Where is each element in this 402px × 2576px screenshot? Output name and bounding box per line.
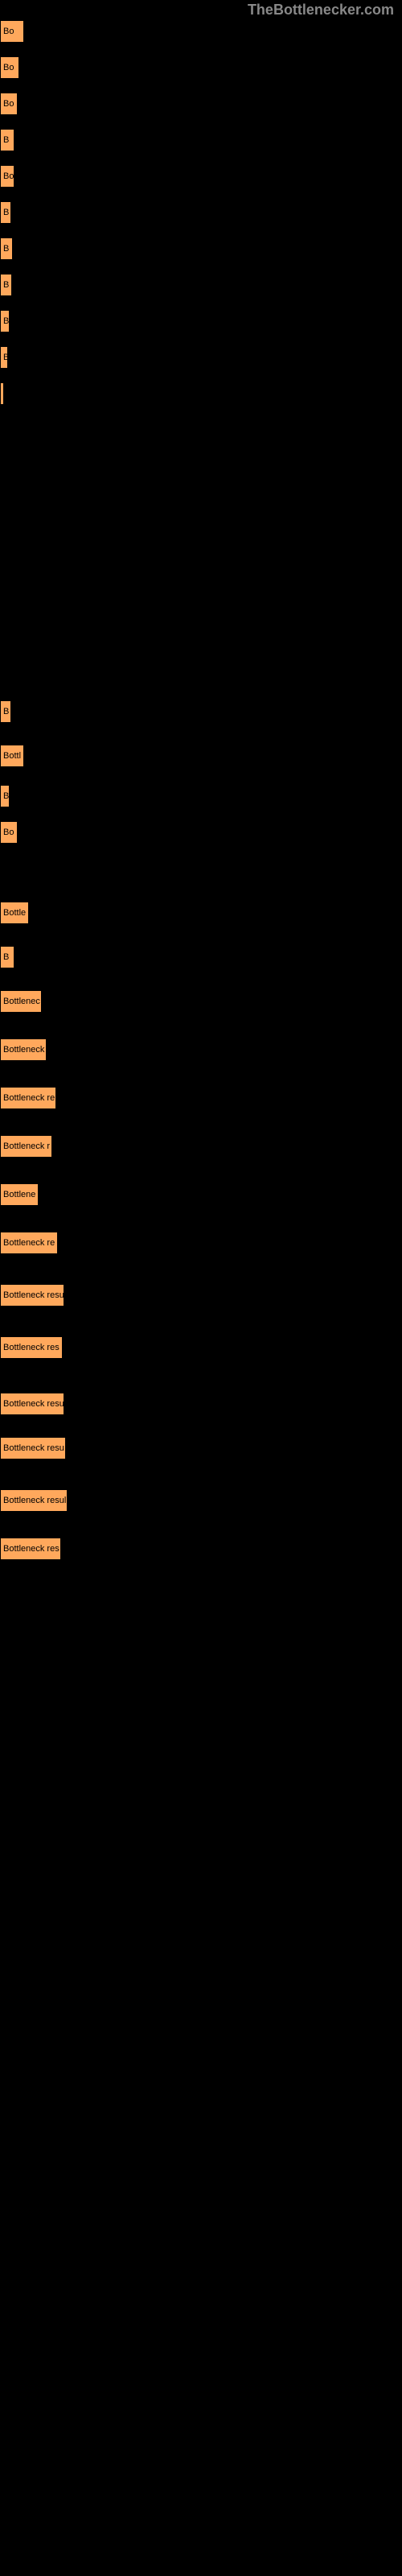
bar-row: Bottleneck resu xyxy=(0,1437,66,1459)
chart-bar: Bottl xyxy=(0,745,24,767)
bar-row: Bo xyxy=(0,56,19,79)
bar-row: Bottlene xyxy=(0,1183,39,1206)
bar-row: Bo xyxy=(0,165,14,188)
chart-bar: B xyxy=(0,310,10,332)
bar-row: B xyxy=(0,346,8,369)
chart-bar: Bottleneck res xyxy=(0,1336,63,1359)
bar-row: Bo xyxy=(0,93,18,115)
chart-bar: B xyxy=(0,201,11,224)
chart-bar: Bo xyxy=(0,93,18,115)
bar-row: B xyxy=(0,946,14,968)
bar-row: Bottlenec xyxy=(0,990,42,1013)
chart-bar: B xyxy=(0,946,14,968)
chart-bar: Bo xyxy=(0,20,24,43)
chart-bar: Bottlene xyxy=(0,1183,39,1206)
chart-bar: Bottleneck resu xyxy=(0,1284,64,1307)
chart-bar: Bottleneck res xyxy=(0,1538,61,1560)
bar-row: Bottleneck xyxy=(0,1038,47,1061)
bar-row: B xyxy=(0,785,10,807)
bar-row: Bottleneck resu xyxy=(0,1393,64,1415)
chart-bar: Bottleneck re xyxy=(0,1232,58,1254)
bar-row: B xyxy=(0,129,14,151)
chart-bar: Bottleneck resu xyxy=(0,1437,66,1459)
chart-bar: B xyxy=(0,346,8,369)
bar-row: Bottl xyxy=(0,745,24,767)
bar-row: Bo xyxy=(0,20,24,43)
bar-row: Bottleneck resu xyxy=(0,1284,64,1307)
chart-bar: Bo xyxy=(0,56,19,79)
bar-row: B xyxy=(0,274,12,296)
chart-bar: B xyxy=(0,274,12,296)
bar-row: B xyxy=(0,237,13,260)
bar-row: Bottle xyxy=(0,902,29,924)
bar-chart: BoBoBoBBoBBBBBBBottlBBoBottleBBottlenecB… xyxy=(0,0,402,2576)
chart-bar: B xyxy=(0,700,11,723)
chart-bar: B xyxy=(0,785,10,807)
bar-row xyxy=(0,382,4,405)
chart-bar: Bottlenec xyxy=(0,990,42,1013)
chart-bar: Bo xyxy=(0,821,18,844)
bar-row: Bottleneck re xyxy=(0,1232,58,1254)
bar-row: B xyxy=(0,700,11,723)
chart-bar: Bottleneck r xyxy=(0,1135,52,1158)
chart-bar xyxy=(0,382,4,405)
bar-row: B xyxy=(0,201,11,224)
bar-row: Bottleneck re xyxy=(0,1087,56,1109)
chart-bar: Bottleneck resu xyxy=(0,1393,64,1415)
bar-row: Bo xyxy=(0,821,18,844)
chart-bar: Bottleneck re xyxy=(0,1087,56,1109)
chart-bar: Bottle xyxy=(0,902,29,924)
chart-bar: Bottleneck xyxy=(0,1038,47,1061)
bar-row: Bottleneck res xyxy=(0,1538,61,1560)
bar-row: Bottleneck r xyxy=(0,1135,52,1158)
chart-bar: B xyxy=(0,129,14,151)
bar-row: Bottleneck resul xyxy=(0,1489,68,1512)
bar-row: B xyxy=(0,310,10,332)
chart-bar: Bo xyxy=(0,165,14,188)
chart-bar: Bottleneck resul xyxy=(0,1489,68,1512)
chart-bar: B xyxy=(0,237,13,260)
bar-row: Bottleneck res xyxy=(0,1336,63,1359)
